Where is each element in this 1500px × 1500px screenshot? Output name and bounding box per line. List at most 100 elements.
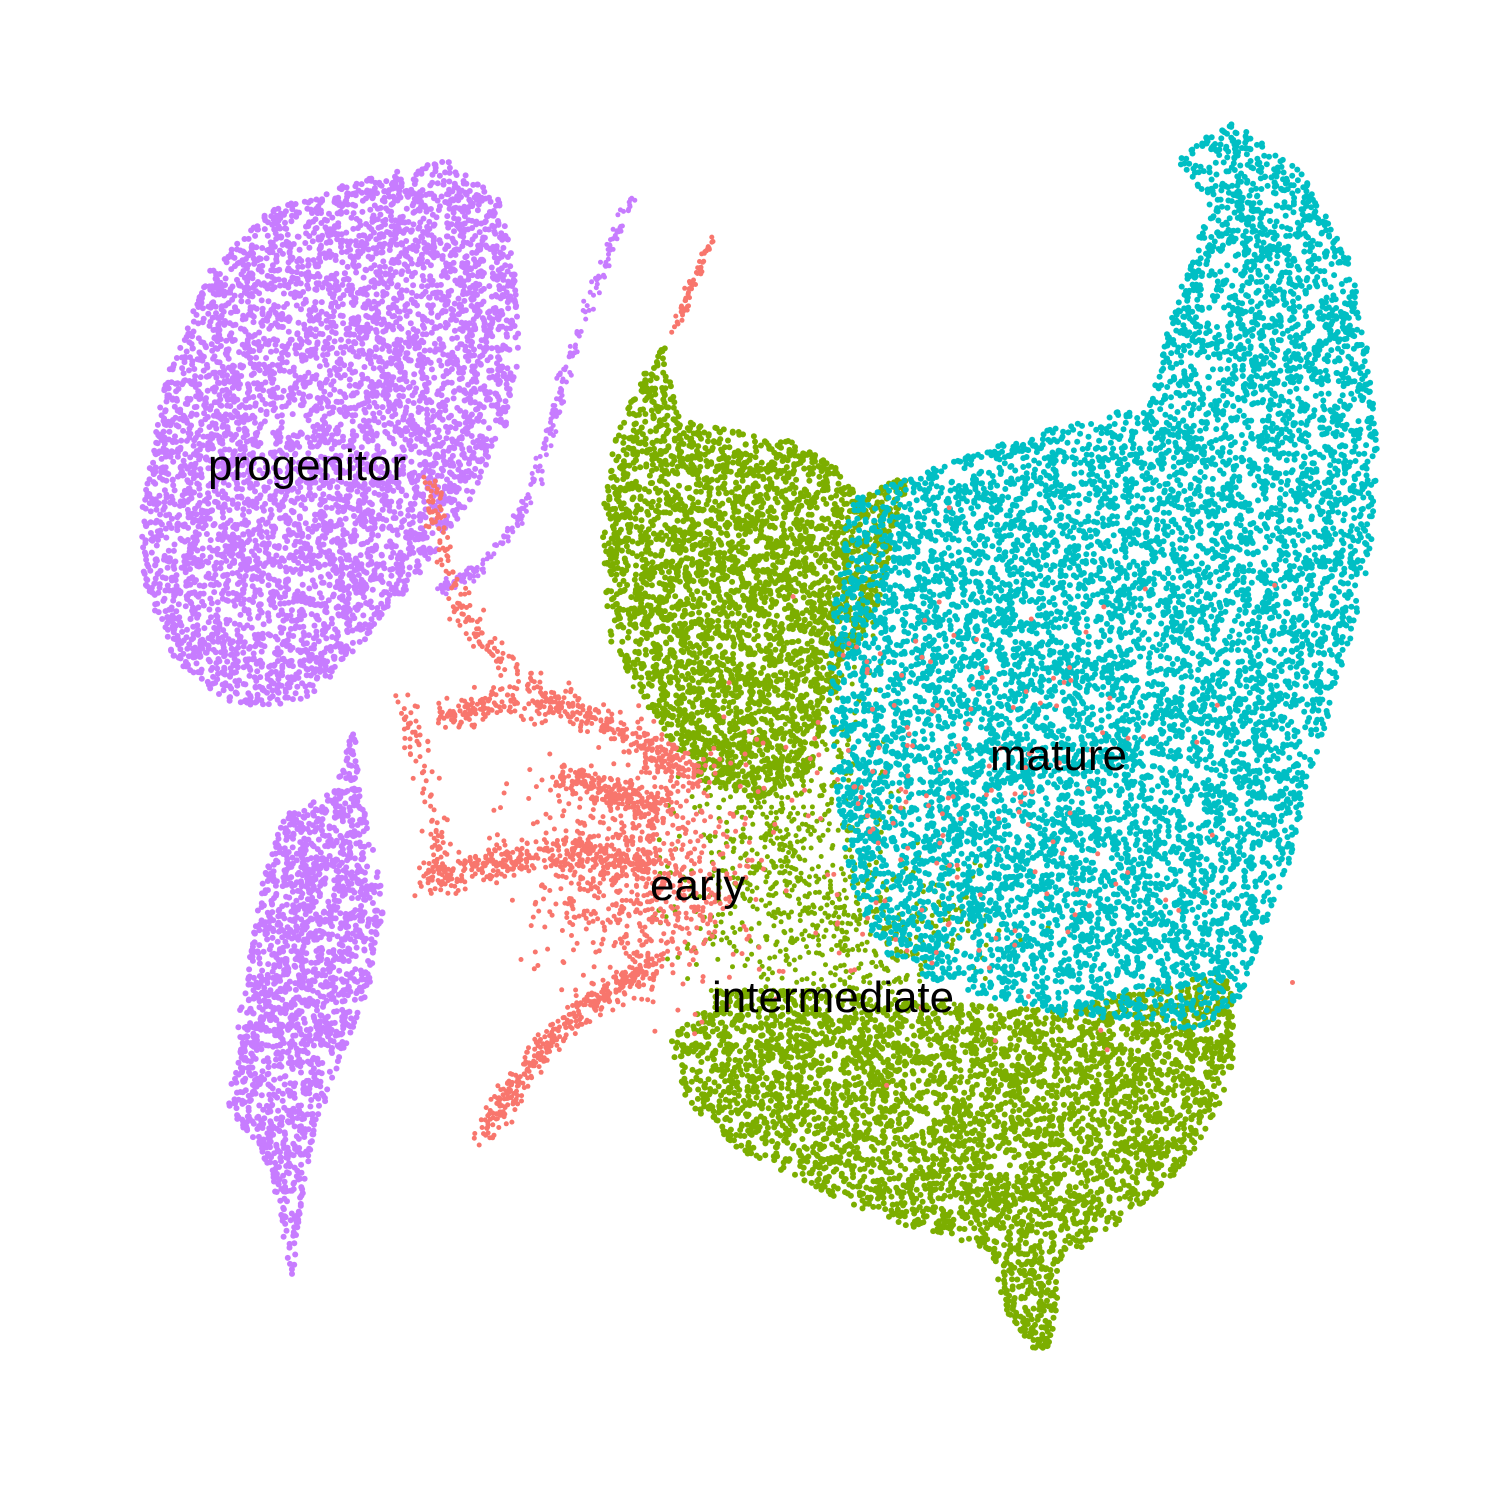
intermediate-point: [637, 464, 643, 470]
intermediate-point: [811, 625, 817, 631]
intermediate-point: [767, 575, 773, 581]
intermediate-point: [772, 620, 778, 626]
intermediate-point: [1006, 1311, 1012, 1317]
intermediate-point: [704, 612, 710, 618]
intermediate-point: [689, 444, 695, 450]
intermediate-point: [816, 658, 822, 664]
intermediate-point: [781, 454, 787, 460]
intermediate-point: [633, 563, 639, 569]
intermediate-point: [682, 608, 688, 614]
intermediate-point: [765, 495, 771, 501]
intermediate-point: [784, 656, 790, 662]
intermediate-point: [656, 497, 662, 503]
intermediate-point: [827, 546, 833, 552]
intermediate-point: [723, 522, 729, 528]
intermediate-point: [751, 593, 757, 599]
intermediate-point: [753, 454, 759, 460]
intermediate-point: [705, 1055, 711, 1061]
intermediate-point: [747, 529, 753, 535]
intermediate-point: [657, 644, 663, 650]
intermediate-point: [764, 544, 770, 550]
intermediate-point: [821, 725, 827, 731]
intermediate-point: [711, 692, 717, 698]
intermediate-point: [632, 466, 638, 472]
intermediate-point: [990, 1095, 996, 1101]
intermediate-point: [1185, 1081, 1191, 1087]
intermediate-point: [608, 632, 614, 638]
intermediate-point: [670, 529, 676, 535]
intermediate-point: [675, 445, 681, 451]
intermediate-point: [779, 523, 785, 529]
intermediate-point: [644, 395, 650, 401]
intermediate-point: [783, 585, 789, 591]
intermediate-point: [1191, 1146, 1197, 1152]
intermediate-point: [715, 477, 721, 483]
intermediate-point: [726, 628, 732, 634]
intermediate-point: [802, 568, 808, 574]
intermediate-point: [966, 1164, 972, 1170]
intermediate-point: [721, 555, 727, 561]
intermediate-point: [758, 528, 764, 534]
intermediate-point: [627, 411, 633, 417]
intermediate-point: [620, 571, 626, 577]
intermediate-point: [624, 543, 630, 549]
intermediate-point: [737, 571, 743, 577]
intermediate-point: [788, 622, 794, 628]
intermediate-point: [711, 439, 717, 445]
intermediate-point: [786, 1039, 792, 1045]
intermediate-point: [711, 600, 717, 606]
intermediate-point: [790, 536, 796, 542]
intermediate-point: [751, 568, 757, 574]
intermediate-point: [732, 680, 738, 686]
intermediate-point: [675, 518, 681, 524]
intermediate-point: [608, 563, 614, 569]
intermediate-point: [729, 489, 735, 495]
intermediate-point: [819, 592, 825, 598]
intermediate-point: [687, 660, 693, 666]
intermediate-point: [646, 489, 652, 495]
intermediate-point: [654, 564, 660, 570]
intermediate-point: [739, 577, 745, 583]
intermediate-point: [808, 630, 814, 636]
intermediate-point: [788, 604, 794, 610]
intermediate-point: [709, 655, 715, 661]
intermediate-point: [659, 548, 665, 554]
intermediate-point: [1171, 1136, 1177, 1142]
intermediate-point: [674, 492, 680, 498]
intermediate-point: [664, 701, 670, 707]
intermediate-point: [618, 527, 624, 533]
intermediate-point: [724, 531, 730, 537]
intermediate-point: [832, 530, 838, 536]
intermediate-point: [839, 514, 845, 520]
intermediate-point: [786, 470, 792, 476]
intermediate-point: [663, 582, 669, 588]
intermediate-point: [683, 676, 689, 682]
intermediate-point: [735, 672, 741, 678]
intermediate-point: [703, 677, 709, 683]
intermediate-point: [762, 438, 768, 444]
intermediate-point: [606, 511, 612, 517]
intermediate-point: [640, 381, 646, 387]
intermediate-point: [702, 580, 708, 586]
intermediate-point: [875, 499, 881, 505]
intermediate-point: [803, 529, 809, 535]
intermediate-point: [682, 1092, 688, 1098]
intermediate-point: [1080, 1105, 1086, 1111]
intermediate-point: [789, 440, 795, 446]
intermediate-point: [727, 548, 733, 554]
intermediate-point: [780, 736, 786, 742]
intermediate-point: [1143, 1029, 1149, 1035]
intermediate-point: [672, 438, 678, 444]
intermediate-point: [793, 551, 799, 557]
intermediate-point: [695, 710, 701, 716]
intermediate-point: [768, 482, 774, 488]
intermediate-point: [696, 718, 702, 724]
intermediate-point: [788, 616, 794, 622]
intermediate-point: [772, 688, 778, 694]
intermediate-point: [611, 595, 617, 601]
intermediate-point: [675, 606, 681, 612]
intermediate-point: [659, 719, 665, 725]
intermediate-point: [813, 552, 819, 558]
intermediate-point: [677, 550, 683, 556]
intermediate-point: [822, 526, 828, 532]
